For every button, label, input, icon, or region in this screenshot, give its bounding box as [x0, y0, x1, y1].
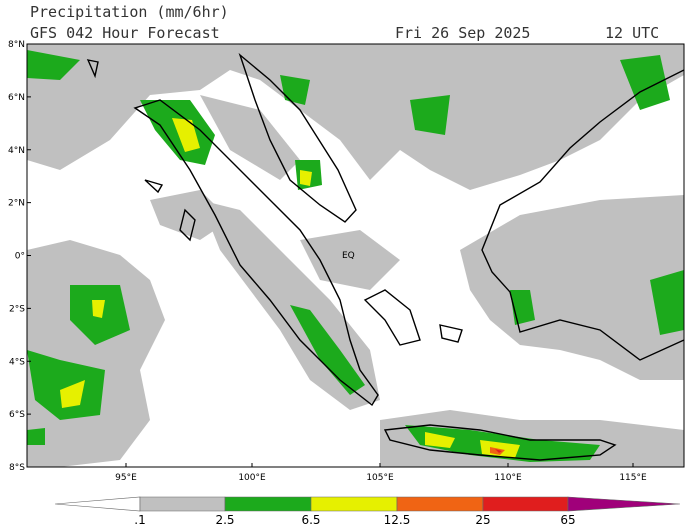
colorbar-segment: [310, 496, 398, 512]
lat-label: 2°S: [9, 304, 25, 314]
colorbar-segment: [482, 496, 569, 512]
eq-label: EQ: [342, 251, 355, 261]
colorbar-label: .1: [134, 513, 145, 525]
colorbar-segment: [396, 496, 484, 512]
colorbar-label: 12.5: [384, 513, 411, 525]
lon-label: 105°E: [366, 473, 394, 483]
colorbar-label: 2.5: [215, 513, 234, 525]
time: 12 UTC: [605, 24, 659, 42]
lat-label: 0°: [15, 252, 25, 262]
colorbar-label: 6.5: [301, 513, 320, 525]
lon-label: 95°E: [115, 473, 137, 483]
colorbar-segment: [567, 496, 681, 512]
lon-label: 115°E: [619, 473, 647, 483]
lon-label: 100°E: [238, 473, 266, 483]
date: Fri 26 Sep 2025: [395, 24, 530, 42]
subtitle: GFS 042 Hour Forecast: [30, 24, 220, 42]
title: Precipitation (mm/6hr): [30, 3, 229, 21]
lat-label: 4°S: [9, 357, 25, 367]
colorbar-label: 65: [560, 513, 575, 525]
lat-label: 6°N: [8, 93, 25, 103]
colorbar-segment: [139, 496, 226, 512]
lon-label: 110°E: [494, 473, 522, 483]
lat-label: 4°N: [8, 146, 25, 156]
colorbar-segment: [54, 496, 141, 512]
precip-field: [27, 44, 684, 467]
colorbar-segment: [224, 496, 312, 512]
lat-label: 8°S: [9, 463, 25, 473]
lat-label: 8°N: [8, 40, 25, 50]
lat-label: 2°N: [8, 199, 25, 209]
lat-label: 6°S: [9, 410, 25, 420]
colorbar-label: 25: [475, 513, 490, 525]
